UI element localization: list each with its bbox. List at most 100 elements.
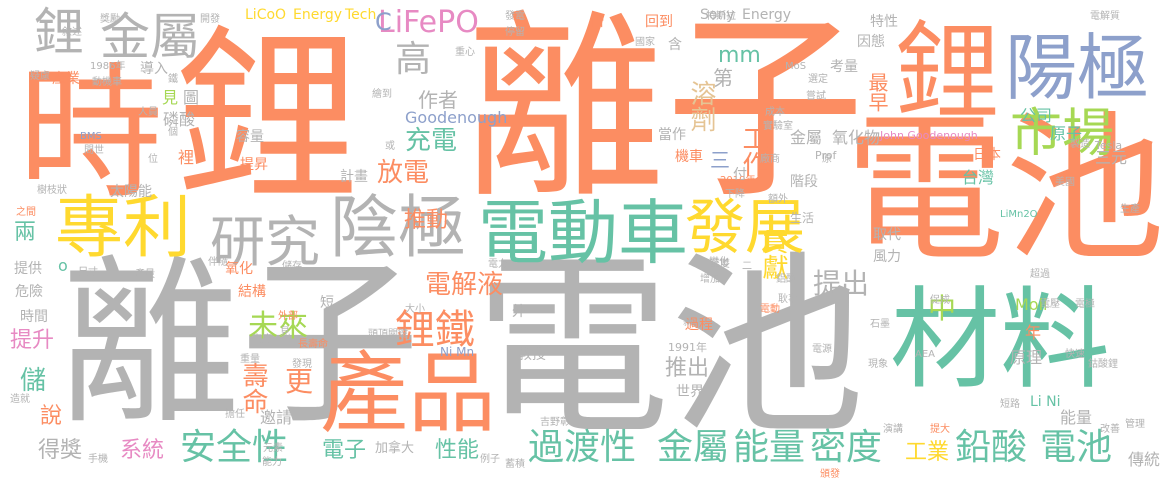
word: Ni Mn <box>440 345 475 359</box>
word: 金屬 <box>657 427 730 468</box>
word: 鋁酸 <box>776 274 796 285</box>
word: 鈷酸鋰 <box>1088 359 1118 370</box>
word: 蓄積 <box>505 459 525 470</box>
word: 發現 <box>292 359 312 370</box>
word: 提供 <box>14 261 42 277</box>
word: 重量 <box>240 354 260 365</box>
word: 磷酸 <box>163 110 196 129</box>
word: 台灣 <box>962 168 995 187</box>
word: 手機 <box>88 454 108 465</box>
word: 時 <box>18 50 163 219</box>
word: 增加 <box>700 274 720 285</box>
word: 倍 <box>590 14 604 30</box>
word: 電壓 <box>1040 299 1060 310</box>
word: 提大 <box>930 424 950 435</box>
word: 耿事 <box>778 294 798 305</box>
word: 年 <box>1025 323 1042 342</box>
word: 三 <box>710 148 730 172</box>
word: 壽命 <box>238 362 268 414</box>
word: 鋰 <box>26 5 84 55</box>
word: 生活 <box>790 211 815 225</box>
word: 石墨 <box>870 319 890 330</box>
word: 考量 <box>830 59 858 75</box>
word: 促成 <box>930 295 950 306</box>
word: 二 <box>742 261 752 272</box>
word: BMS <box>80 131 102 142</box>
word: 生產 <box>1120 204 1140 215</box>
word: 造就 <box>10 394 30 405</box>
word: C <box>375 8 392 36</box>
word: 陰極 <box>330 189 467 268</box>
word: 付 <box>733 167 747 183</box>
word: John Goodenough <box>880 129 978 142</box>
word: 貢獻 <box>758 228 788 280</box>
word: o <box>58 256 68 275</box>
word: 能量 <box>733 427 806 468</box>
word: 外 <box>512 304 526 320</box>
word: 系統 <box>120 438 165 463</box>
word: 鋰 <box>895 11 1001 133</box>
word: 離子 <box>465 0 866 226</box>
word: 或 <box>385 141 395 152</box>
word: 提昇 <box>240 157 268 173</box>
word: 實驗室 <box>763 121 793 132</box>
word: Goodenough <box>405 108 508 127</box>
word: AEA <box>915 349 935 360</box>
word: 選定 <box>808 74 828 85</box>
word: 高 <box>395 39 432 80</box>
word: 快速 <box>1065 349 1085 360</box>
word: 邀請 <box>260 408 293 427</box>
word: 儲存 <box>282 261 302 272</box>
word: 發電 <box>505 11 525 22</box>
word: 尺寸 <box>78 267 98 278</box>
word: 電動車 <box>478 192 688 274</box>
word: 額外 <box>768 194 788 205</box>
word: 容量 <box>236 129 264 145</box>
word: 公司 <box>1020 106 1053 125</box>
word: 動機車 <box>92 77 122 88</box>
word: 原 <box>822 154 832 165</box>
word: 氧化物 <box>832 128 881 147</box>
word: 安全性 <box>180 427 289 468</box>
word: 當作 <box>658 127 686 143</box>
word: 2019年 <box>720 175 756 186</box>
word: 市場 <box>1010 104 1115 164</box>
word: 過程 <box>685 317 713 333</box>
word: 頭頂關鍵 <box>368 329 408 340</box>
word: 性能 <box>435 438 480 463</box>
word: 疑慮 <box>30 71 50 82</box>
word: 提升 <box>10 328 55 353</box>
word: 1986年 <box>90 61 126 72</box>
word: 中 <box>928 292 957 325</box>
word: 鋰鐵 <box>395 307 475 353</box>
word: 問世 <box>84 145 104 156</box>
word: 個 <box>168 127 178 138</box>
word: 敘述 <box>62 27 82 38</box>
word: 特性 <box>870 14 898 30</box>
word: 電解液 <box>425 270 504 300</box>
word: 鉛酸 <box>955 427 1028 468</box>
word: 特斯拉 <box>706 11 736 22</box>
word: 電動 <box>760 304 780 315</box>
word: 時間 <box>20 309 48 325</box>
word: 超過 <box>1030 269 1050 280</box>
word: 風力 <box>873 249 901 265</box>
word: 改善 <box>1100 424 1120 435</box>
word: 導入 <box>140 61 168 77</box>
word: 因態 <box>857 34 885 50</box>
word: 電源 <box>812 344 832 355</box>
word: 電力 <box>488 259 508 270</box>
word: 機車 <box>675 149 703 165</box>
word: 計畫 <box>340 169 368 185</box>
word: LiFePO <box>378 5 479 40</box>
word: 工業 <box>905 440 950 465</box>
word: 溶劑 <box>686 80 716 132</box>
word: 美國 <box>1055 177 1075 188</box>
word: 儲 <box>20 366 47 396</box>
word: 世界 <box>676 384 704 400</box>
word: 階段 <box>790 174 818 190</box>
word: Li Ni <box>1030 394 1061 410</box>
word: 管理 <box>1125 419 1145 430</box>
word: 更 <box>285 365 314 398</box>
word: 最早 <box>865 72 889 112</box>
